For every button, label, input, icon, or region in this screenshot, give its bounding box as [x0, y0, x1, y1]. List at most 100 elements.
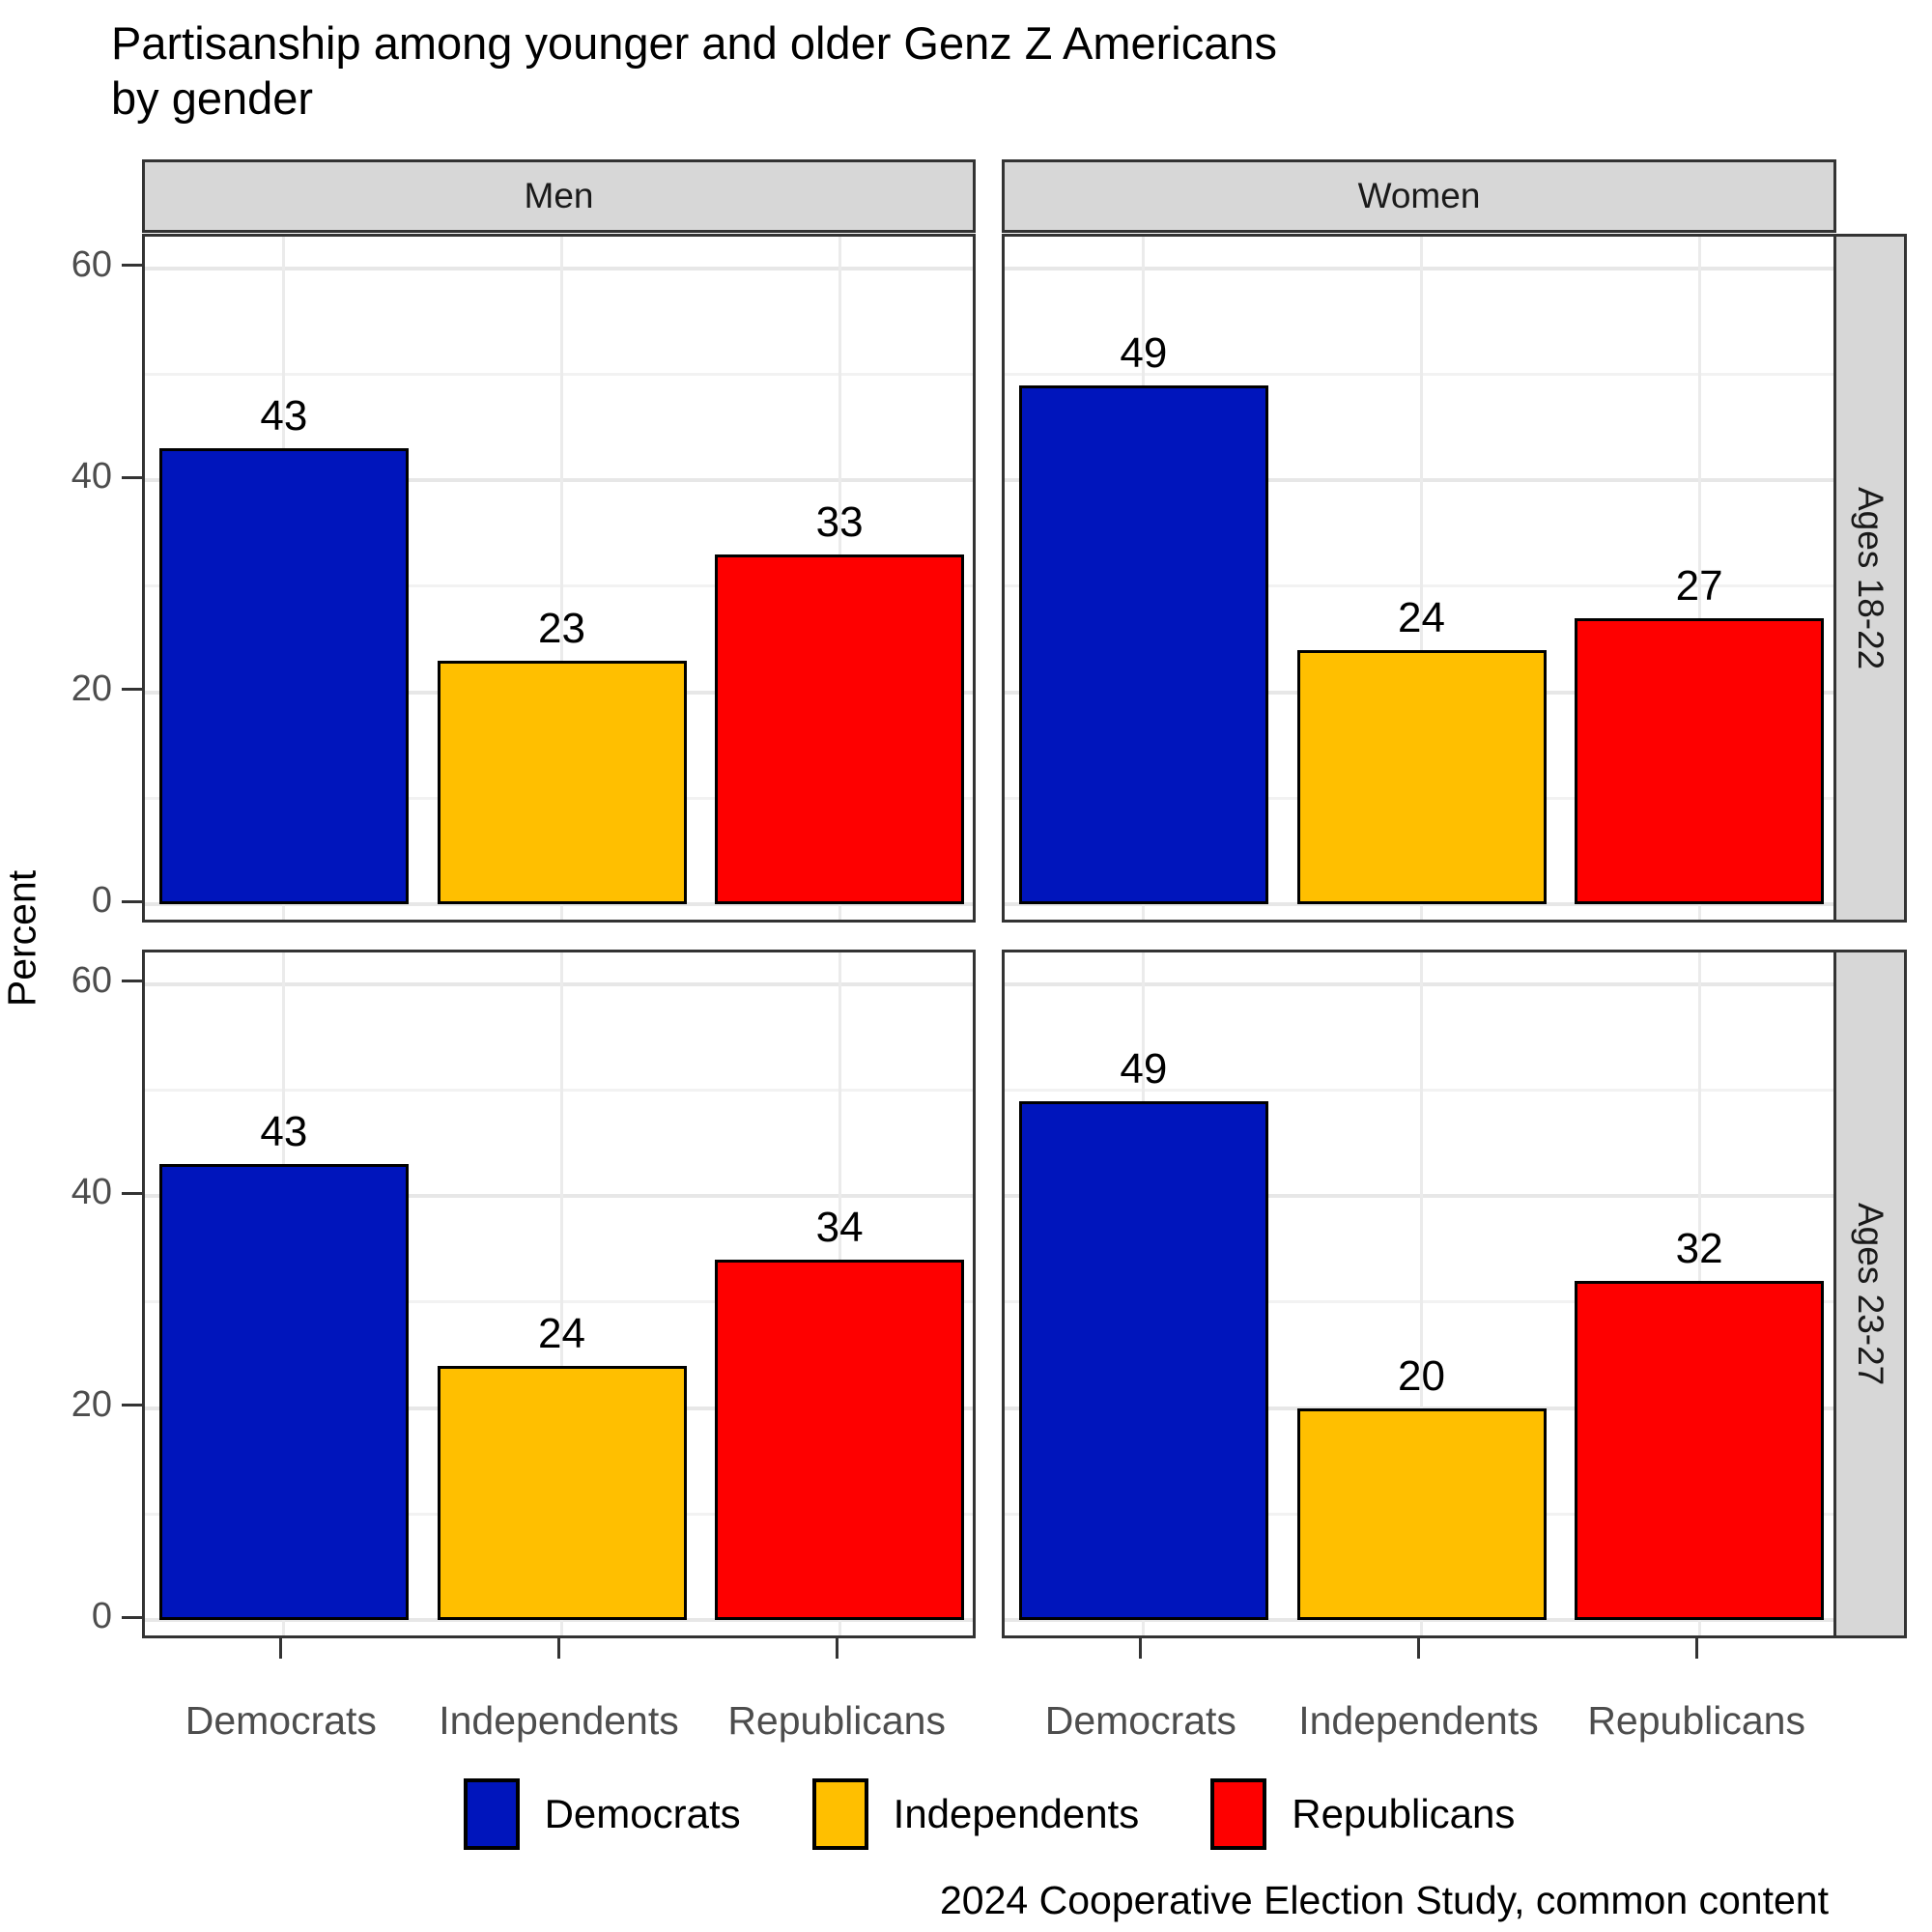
chart-title-line2: by gender — [111, 72, 314, 124]
y-tick-label: 60 — [71, 959, 112, 1001]
facet-strip-ages-23-27: Ages 23-27 — [1833, 950, 1907, 1638]
gridline-vertical-2 — [1697, 237, 1701, 920]
gridline-vertical-1 — [1420, 237, 1423, 920]
gridline-major-40 — [1005, 478, 1833, 483]
gridline-major-0 — [145, 902, 973, 907]
legend-label-democrats: Democrats — [544, 1791, 741, 1836]
x-tick-mark — [1417, 1638, 1420, 1659]
gridline-minor-30 — [145, 584, 973, 588]
x-tick-mark — [279, 1638, 283, 1659]
bar-value-label: 27 — [1675, 561, 1723, 610]
legend-entry-democrats: Democrats — [463, 1778, 741, 1850]
y-axis-title: Percent — [0, 869, 44, 1008]
legend: Democrats Independents Republicans — [142, 1776, 1836, 1853]
gridline-minor-50 — [145, 1089, 973, 1093]
gridline-minor-50 — [145, 373, 973, 377]
x-tick-mark — [1694, 1638, 1698, 1659]
legend-label-independents: Independents — [893, 1791, 1140, 1836]
gridline-major-60 — [145, 266, 973, 270]
gridline-major-0 — [145, 1618, 973, 1623]
bar-democrats — [158, 1164, 409, 1621]
bar-value-label: 34 — [815, 1204, 864, 1252]
gridline-minor-50 — [1005, 1089, 1833, 1093]
y-tick-label: 20 — [71, 668, 112, 709]
gridline-major-40 — [145, 478, 973, 483]
y-tick-mark — [122, 688, 142, 692]
y-tick-mark — [122, 899, 142, 903]
legend-swatch-republicans — [1210, 1778, 1267, 1850]
bar-democrats — [158, 448, 409, 905]
facet-strip-ages-18-22: Ages 18-22 — [1833, 234, 1907, 923]
y-tick-mark — [122, 1404, 142, 1407]
bar-independents — [437, 1365, 687, 1621]
y-tick-mark — [122, 980, 142, 983]
chart-title: Partisanship among younger and older Gen… — [111, 15, 1277, 126]
bar-value-label: 23 — [538, 604, 585, 652]
bar-republicans — [1575, 1281, 1825, 1621]
bar-value-label: 33 — [815, 498, 864, 547]
bar-democrats — [1018, 1100, 1268, 1621]
gridline-vertical-1 — [560, 237, 563, 920]
panel-men-ages-23-27: 43 24 34 — [142, 950, 976, 1638]
y-tick-label: 40 — [71, 1172, 112, 1213]
x-tick-label: Democrats — [185, 1698, 377, 1743]
bar-value-label: 49 — [1120, 1044, 1168, 1093]
y-tick-mark — [122, 475, 142, 479]
panel-women-ages-18-22: 49 24 27 — [1002, 234, 1836, 923]
y-tick-label: 0 — [91, 1596, 112, 1637]
legend-label-republicans: Republicans — [1292, 1791, 1516, 1836]
x-tick-label: Republicans — [1587, 1698, 1805, 1743]
y-tick-mark — [122, 1615, 142, 1619]
y-tick-label: 40 — [71, 456, 112, 497]
x-tick-label: Independents — [439, 1698, 679, 1743]
x-tick-label: Republicans — [727, 1698, 946, 1743]
gridline-major-0 — [1005, 1618, 1833, 1623]
gridline-minor-50 — [1005, 373, 1833, 377]
bar-value-label: 32 — [1675, 1225, 1723, 1273]
bar-value-label: 49 — [1120, 328, 1168, 377]
bar-independents — [437, 660, 687, 905]
x-tick-mark — [557, 1638, 560, 1659]
legend-entry-independents: Independents — [811, 1778, 1140, 1850]
x-tick-label: Democrats — [1044, 1698, 1236, 1743]
x-tick-mark — [1139, 1638, 1143, 1659]
bar-value-label: 24 — [1398, 593, 1445, 641]
gridline-vertical-1 — [1420, 952, 1423, 1635]
gridline-minor-30 — [145, 1300, 973, 1304]
bar-value-label: 24 — [538, 1309, 585, 1357]
y-tick-label: 60 — [71, 243, 112, 285]
bar-republicans — [1575, 617, 1825, 905]
gridline-vertical-1 — [560, 952, 563, 1635]
panel-women-ages-23-27: 49 20 32 — [1002, 950, 1836, 1638]
x-tick-label: Independents — [1298, 1698, 1539, 1743]
facet-strip-ages-18-22-label: Ages 18-22 — [1851, 486, 1890, 670]
y-tick-label: 0 — [91, 880, 112, 922]
bar-democrats — [1018, 384, 1268, 905]
facet-strip-men-label: Men — [524, 176, 594, 215]
bar-value-label: 43 — [260, 1108, 308, 1156]
bar-republicans — [715, 554, 965, 905]
y-tick-mark — [122, 264, 142, 268]
gridline-major-60 — [1005, 266, 1833, 270]
y-tick-label: 20 — [71, 1383, 112, 1425]
panel-men-ages-18-22: 43 23 33 — [142, 234, 976, 923]
caption: 2024 Cooperative Election Study, common … — [940, 1878, 1829, 1922]
chart-title-line1: Partisanship among younger and older Gen… — [111, 17, 1277, 69]
bar-value-label: 20 — [1398, 1351, 1445, 1400]
gridline-major-60 — [145, 981, 973, 986]
facet-strip-women: Women — [1002, 159, 1836, 233]
facet-strip-women-label: Women — [1357, 176, 1481, 215]
gridline-major-40 — [1005, 1194, 1833, 1199]
facet-strip-ages-23-27-label: Ages 23-27 — [1851, 1202, 1890, 1386]
bar-value-label: 43 — [260, 392, 308, 440]
facet-strip-men: Men — [142, 159, 976, 233]
gridline-minor-30 — [1005, 1300, 1833, 1304]
bar-independents — [1296, 1407, 1547, 1621]
bar-independents — [1296, 649, 1547, 905]
legend-entry-republicans: Republicans — [1210, 1778, 1515, 1850]
legend-swatch-democrats — [463, 1778, 520, 1850]
legend-swatch-independents — [811, 1778, 868, 1850]
gridline-major-60 — [1005, 981, 1833, 986]
gridline-major-0 — [1005, 902, 1833, 907]
